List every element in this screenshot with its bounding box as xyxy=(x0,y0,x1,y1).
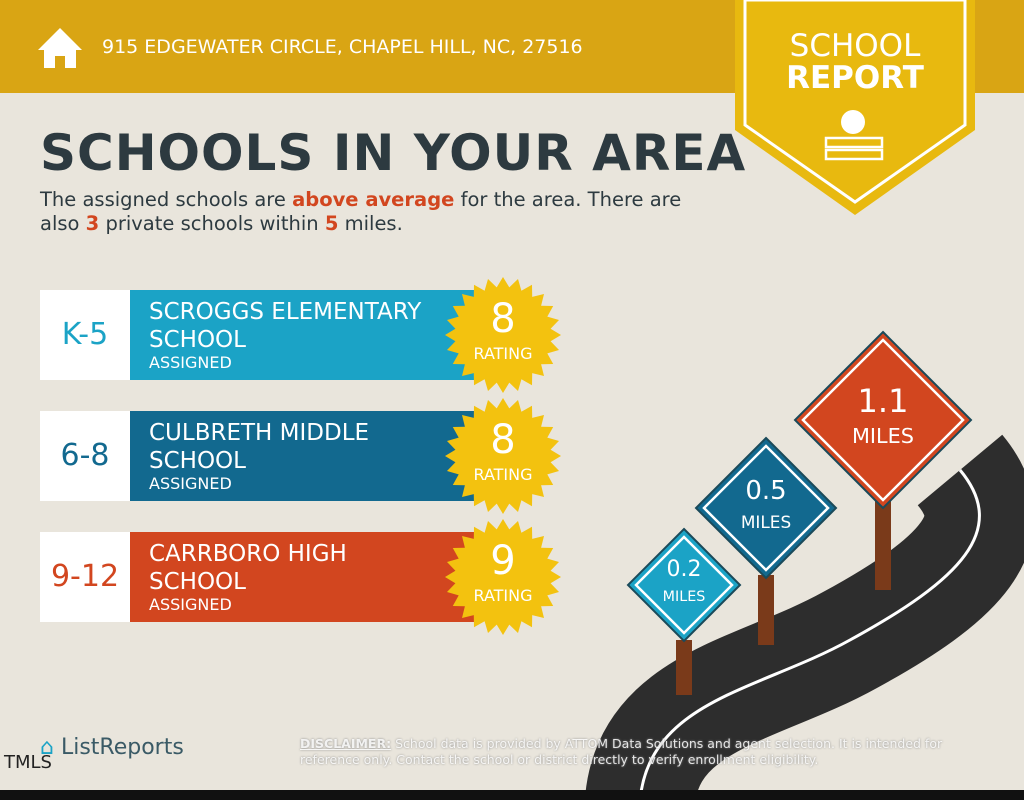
sign xyxy=(694,436,838,580)
rating-badge xyxy=(445,398,561,514)
school-name: CULBRETH MIDDLE SCHOOL xyxy=(149,420,370,474)
highlight: 3 xyxy=(85,212,100,235)
grades: 9-12 xyxy=(50,559,120,594)
disclaimer-label: DISCLAIMER: xyxy=(300,736,392,751)
book-icon xyxy=(824,148,884,161)
logo-text: ListReports xyxy=(60,735,184,760)
school-status: ASSIGNED xyxy=(149,353,232,372)
text: for the area. There are also xyxy=(40,188,682,235)
sign-post xyxy=(758,575,774,645)
school-status: ASSIGNED xyxy=(149,595,232,614)
sign xyxy=(626,527,742,643)
disclaimer: DISCLAIMER: School data is provided by A… xyxy=(300,736,980,768)
grades: 6-8 xyxy=(60,438,110,473)
rating-label: RATING xyxy=(473,586,533,605)
grades: K-5 xyxy=(61,317,109,352)
rating-badge xyxy=(445,519,561,635)
address: 915 EDGEWATER CIRCLE, CHAPEL HILL, NC, 2… xyxy=(102,36,583,58)
school-name: SCROGGS ELEMENTARY SCHOOL xyxy=(149,299,422,353)
title: SCHOOLS IN YOUR AREA xyxy=(40,124,747,182)
school-bar xyxy=(130,411,475,501)
text: The assigned schools are xyxy=(40,188,286,211)
school-bar xyxy=(130,290,475,380)
sign-unit: MILES xyxy=(740,512,792,532)
bottom-strip xyxy=(0,790,1024,800)
grade-box xyxy=(40,411,130,501)
sign-unit: MILES xyxy=(851,424,914,448)
badge-line: SCHOOL xyxy=(789,28,921,64)
rating: 8 xyxy=(490,417,516,463)
sign xyxy=(793,330,973,510)
summary: The assigned schools are above average f… xyxy=(40,188,720,236)
sign-distance: 0.5 xyxy=(745,476,787,506)
badge-outline xyxy=(743,0,967,204)
sign-distance: 1.1 xyxy=(857,382,909,420)
rating-label: RATING xyxy=(473,465,533,484)
sign-distance: 0.2 xyxy=(666,557,702,582)
text: miles. xyxy=(344,212,403,235)
highlight: above average xyxy=(292,188,455,211)
rating-label: RATING xyxy=(473,344,533,363)
badge-text: SCHOOL REPORT xyxy=(735,30,975,94)
sign-border xyxy=(702,444,830,572)
school-status: ASSIGNED xyxy=(149,474,232,493)
grade-box xyxy=(40,290,130,380)
road-line xyxy=(638,469,981,800)
rating-badge xyxy=(445,277,561,393)
school-name: CARRBORO HIGH SCHOOL xyxy=(149,541,347,595)
sign-unit: MILES xyxy=(662,589,706,605)
disclaimer-text: School data is provided by ATTOM Data So… xyxy=(300,736,943,767)
sign-post xyxy=(875,500,891,590)
text: private schools within xyxy=(105,212,319,235)
grade-box xyxy=(40,532,130,622)
sign-border xyxy=(634,535,734,635)
mls: TMLS xyxy=(4,752,52,773)
house-icon xyxy=(38,28,82,68)
book-icon xyxy=(824,136,884,149)
rating: 8 xyxy=(490,296,516,342)
sign-post xyxy=(676,640,692,695)
rating: 9 xyxy=(490,538,516,584)
apple-icon xyxy=(841,110,865,134)
school-bar xyxy=(130,532,475,622)
highlight: 5 xyxy=(324,212,339,235)
sign-border xyxy=(801,338,965,502)
badge-line: REPORT xyxy=(786,60,924,96)
logo: ⌂ ListReports xyxy=(40,735,184,760)
